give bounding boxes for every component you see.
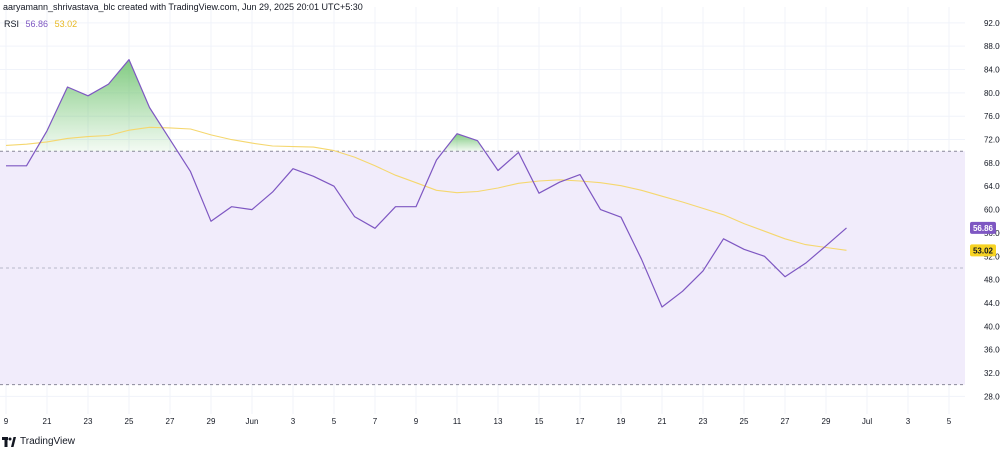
y-tick-label: 44.00: [984, 299, 1000, 308]
x-tick-label: 29: [207, 417, 216, 426]
last-value-badges: 56.86 53.02: [970, 221, 996, 257]
x-tick-label: 17: [576, 417, 585, 426]
x-tick-label: 23: [84, 417, 93, 426]
rsi-line: [6, 58, 847, 308]
y-tick-label: 60.00: [984, 206, 1000, 215]
x-tick-label: 25: [125, 417, 134, 426]
ma-last-value-badge-bg: [970, 244, 996, 257]
rsi-last-value-badge-bg: [970, 221, 996, 234]
series-lines: [5, 58, 847, 308]
x-tick-label: 11: [453, 417, 462, 426]
indicator-legend[interactable]: RSI 56.86 53.02: [4, 19, 77, 29]
x-tick-label: 7: [373, 417, 378, 426]
x-tick-label: 9: [414, 417, 419, 426]
y-tick-label: 88.00: [984, 42, 1000, 51]
price-scale[interactable]: 92.00 88.00 84.00 80.00 76.00 72.00 68.00 64.00…: [984, 19, 1000, 401]
overbought-fill: [35, 59, 485, 152]
indicator-name[interactable]: RSI: [4, 19, 20, 29]
x-tick-label: 3: [291, 417, 296, 426]
ma-value: 53.02: [54, 19, 78, 29]
y-tick-label: 32.00: [984, 369, 1000, 378]
y-tick-label: 64.00: [984, 182, 1000, 191]
y-tick-label: 76.00: [984, 112, 1000, 121]
x-tick-label: 5: [947, 417, 952, 426]
x-tick-label: 9: [4, 417, 9, 426]
x-tick-label: 27: [166, 417, 175, 426]
y-tick-label: 40.00: [984, 322, 1000, 331]
x-tick-label: 21: [658, 417, 667, 426]
x-tick-label: 23: [699, 417, 708, 426]
x-tick-label: 5: [332, 417, 337, 426]
y-tick-label: 68.00: [984, 159, 1000, 168]
y-tick-label: 52.00: [984, 252, 1000, 261]
x-tick-label: Jun: [246, 417, 259, 426]
rsi-last-value-badge: 56.86: [973, 224, 994, 233]
x-tick-label: 27: [781, 417, 790, 426]
time-scale[interactable]: 9 21 23 25 27 29 Jun 3 5 7 9 11 13 15 17 19 21 23 25 27 29 Ju…: [4, 417, 952, 426]
x-tick-label: 3: [906, 417, 911, 426]
rsi-band: [0, 150, 965, 386]
overbought-area: [35, 59, 178, 152]
y-tick-label: 28.00: [984, 392, 1000, 401]
y-tick-label: 36.00: [984, 346, 1000, 355]
x-tick-label: 29: [822, 417, 831, 426]
tradingview-logo-icon: [2, 436, 16, 447]
rsi-value: 56.86: [25, 19, 49, 29]
chart-credit: aaryamann_shrivastava_blc created with T…: [3, 2, 363, 12]
y-tick-label: 72.00: [984, 136, 1000, 145]
x-tick-label: Jul: [862, 417, 872, 426]
x-tick-label: 25: [740, 417, 749, 426]
x-tick-label: 13: [494, 417, 503, 426]
y-tick-label: 92.00: [984, 19, 1000, 28]
rsi-ma-line: [5, 126, 847, 251]
ma-last-value-badge: 53.02: [973, 246, 994, 255]
x-tick-label: 21: [43, 417, 52, 426]
x-tick-label: 15: [535, 417, 544, 426]
y-tick-label: 48.00: [984, 276, 1000, 285]
x-tick-label: 19: [617, 417, 626, 426]
brand-text: TradingView: [20, 436, 76, 447]
y-tick-label: 84.00: [984, 66, 1000, 75]
tradingview-brand[interactable]: TradingView: [2, 436, 75, 447]
y-tick-label: 80.00: [984, 89, 1000, 98]
